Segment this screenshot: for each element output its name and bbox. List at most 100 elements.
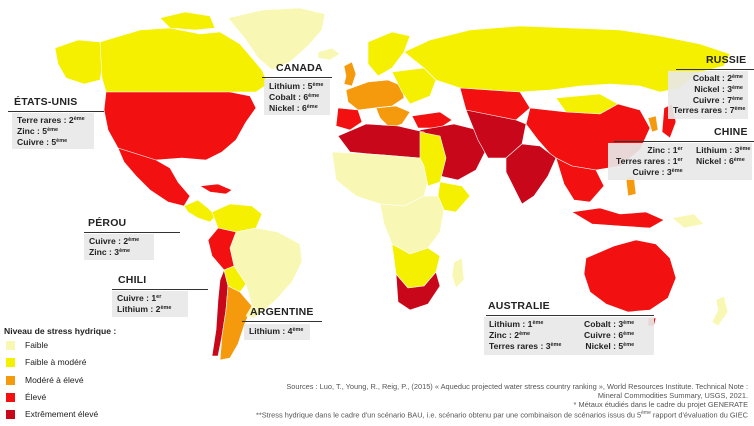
south-africa bbox=[395, 271, 441, 311]
australia-metal-row: Lithium : 1ème bbox=[489, 319, 544, 329]
china-metal-row: Terres rares : 1er bbox=[616, 155, 683, 166]
russia-metal-row: Cuivre : 7ème bbox=[692, 94, 743, 105]
peru-metals-box: Cuivre : 2ème Zinc : 3ème bbox=[84, 234, 154, 260]
west-africa bbox=[331, 151, 431, 207]
russia-underline bbox=[676, 69, 754, 70]
legend-item-eleve: Élevé bbox=[6, 392, 46, 402]
india bbox=[505, 143, 557, 205]
china-underline bbox=[614, 141, 754, 142]
uruguay bbox=[245, 305, 263, 319]
peru-metal-row: Zinc : 3ème bbox=[89, 246, 131, 257]
iceland bbox=[317, 47, 341, 61]
peru-underline bbox=[84, 232, 180, 233]
sources-line-1: Sources : Luo, T., Young, R., Reig, P., … bbox=[286, 382, 748, 391]
chile-label: CHILI bbox=[118, 274, 147, 286]
australia-col-1: Lithium : 1ème Zinc : 2ème Terres rares … bbox=[489, 319, 562, 351]
png bbox=[671, 213, 705, 229]
russia-metal-row: Terres rares : 7ème bbox=[673, 105, 746, 116]
caribbean bbox=[199, 183, 233, 195]
central-america bbox=[183, 199, 217, 223]
chile-metal-row: Lithium : 2ème bbox=[117, 303, 172, 314]
chile-metal-row: Cuivre : 1er bbox=[117, 293, 162, 303]
russia-metal-row: Nickel : 3ème bbox=[694, 83, 743, 94]
greenland bbox=[227, 7, 326, 71]
china-col-2: Lithium : 3ème Nickel : 6ème bbox=[696, 145, 750, 167]
russia-label: RUSSIE bbox=[706, 54, 747, 66]
usa-metal-row: Terre rares : 2ème bbox=[17, 115, 85, 125]
new-zealand bbox=[711, 295, 729, 327]
australia bbox=[583, 239, 677, 313]
central-africa bbox=[379, 195, 445, 255]
russia-metal-row: Cobalt : 2ème bbox=[692, 73, 743, 83]
korea bbox=[647, 115, 659, 133]
legend-item-modere-eleve: Modéré à élevé bbox=[6, 375, 84, 385]
legend-label: Faible à modéré bbox=[25, 357, 87, 367]
argentina-metal-row: Lithium : 4ème bbox=[249, 326, 304, 336]
australia-underline bbox=[486, 315, 654, 316]
madagascar bbox=[451, 257, 465, 289]
sources-line-4: **Stress hydrique dans le cadre d'un scé… bbox=[255, 410, 748, 420]
legend-title: Niveau de stress hydrique : bbox=[4, 326, 117, 336]
chile-metals-box: Cuivre : 1er Lithium : 2ème bbox=[112, 291, 188, 317]
peru-label: PÉROU bbox=[88, 217, 127, 229]
australia-metal-row: Terres rares : 3ème bbox=[489, 340, 562, 351]
argentina bbox=[219, 285, 253, 361]
australia-metal-row: Nickel : 5ème bbox=[585, 340, 635, 351]
china-metal-row: Nickel : 6ème bbox=[696, 155, 745, 166]
arctic-islands bbox=[159, 11, 216, 31]
sources-note: Sources : Luo, T., Young, R., Reig, P., … bbox=[228, 382, 748, 419]
legend-swatch bbox=[6, 409, 15, 419]
chile-underline bbox=[112, 289, 208, 290]
canada-metal-row: Cobalt : 6ème bbox=[269, 91, 320, 102]
china-metals-box: Zinc : 1er Terres rares : 1er Cuivre : 3… bbox=[608, 143, 752, 180]
uk bbox=[343, 61, 357, 87]
se-asia bbox=[555, 157, 605, 203]
legend-swatch bbox=[6, 340, 15, 350]
sources-line-2: Mineral Commodities Summary, USGS, 2021. bbox=[597, 391, 748, 400]
alaska bbox=[54, 39, 105, 85]
canada-metal-row: Nickel : 6ème bbox=[269, 102, 318, 113]
australia-col-2: Cobalt : 3ème Cuivre : 6ème Nickel : 5èm… bbox=[584, 319, 634, 351]
legend-item-faible-modere: Faible à modéré bbox=[6, 357, 86, 367]
canada-underline bbox=[262, 77, 332, 78]
turkey bbox=[411, 111, 453, 129]
australia-metal-row: Zinc : 2ème bbox=[489, 329, 531, 340]
china-metal-row: Lithium : 3ème bbox=[696, 145, 751, 155]
legend-item-faible: Faible bbox=[6, 340, 48, 350]
argentina-underline bbox=[242, 321, 322, 322]
australia-label: AUSTRALIE bbox=[488, 300, 550, 312]
western-europe bbox=[345, 79, 405, 111]
china-metal-row: Zinc : 1er bbox=[647, 145, 683, 155]
indonesia bbox=[571, 207, 665, 229]
iberia bbox=[335, 107, 363, 131]
sources-line-3: * Métaux étudiés dans le cadre du projet… bbox=[573, 400, 748, 409]
china-metal-row: Cuivre : 3ème bbox=[632, 166, 683, 177]
usa-metal-row: Cuivre : 5ème bbox=[17, 136, 68, 147]
canada bbox=[99, 27, 269, 93]
legend-swatch bbox=[6, 357, 15, 367]
peru-metal-row: Cuivre : 2ème bbox=[89, 236, 140, 246]
canada-metals-box: Lithium : 5ème Cobalt : 6ème Nickel : 6è… bbox=[264, 79, 330, 115]
southern-europe bbox=[375, 105, 411, 129]
china-col-1: Zinc : 1er Terres rares : 1er Cuivre : 3… bbox=[616, 145, 683, 177]
china-label: CHINE bbox=[714, 126, 748, 138]
russia-metals-box: Cobalt : 2ème Nickel : 3ème Cuivre : 7èm… bbox=[668, 71, 748, 119]
canada-label: CANADA bbox=[276, 62, 323, 74]
argentina-metals-box: Lithium : 4ème bbox=[244, 324, 310, 340]
australia-metals-box: Lithium : 1ème Zinc : 2ème Terres rares … bbox=[484, 317, 654, 355]
legend-label: Faible bbox=[25, 340, 49, 350]
usa-metal-row: Zinc : 5ème bbox=[17, 125, 59, 136]
usa-underline bbox=[8, 111, 104, 112]
argentina-label: ARGENTINE bbox=[250, 306, 314, 318]
australia-metal-row: Cobalt : 3ème bbox=[584, 319, 635, 329]
usa bbox=[103, 91, 257, 161]
usa-label: ÉTATS-UNIS bbox=[14, 96, 78, 108]
scandinavia bbox=[367, 31, 411, 77]
canada-metal-row: Lithium : 5ème bbox=[269, 81, 324, 91]
egypt-sudan bbox=[419, 131, 447, 187]
usa-metals-box: Terre rares : 2ème Zinc : 5ème Cuivre : … bbox=[12, 113, 94, 149]
australia-metal-row: Cuivre : 6ème bbox=[584, 329, 635, 340]
legend-swatch bbox=[6, 375, 15, 385]
legend-swatch bbox=[6, 392, 15, 402]
